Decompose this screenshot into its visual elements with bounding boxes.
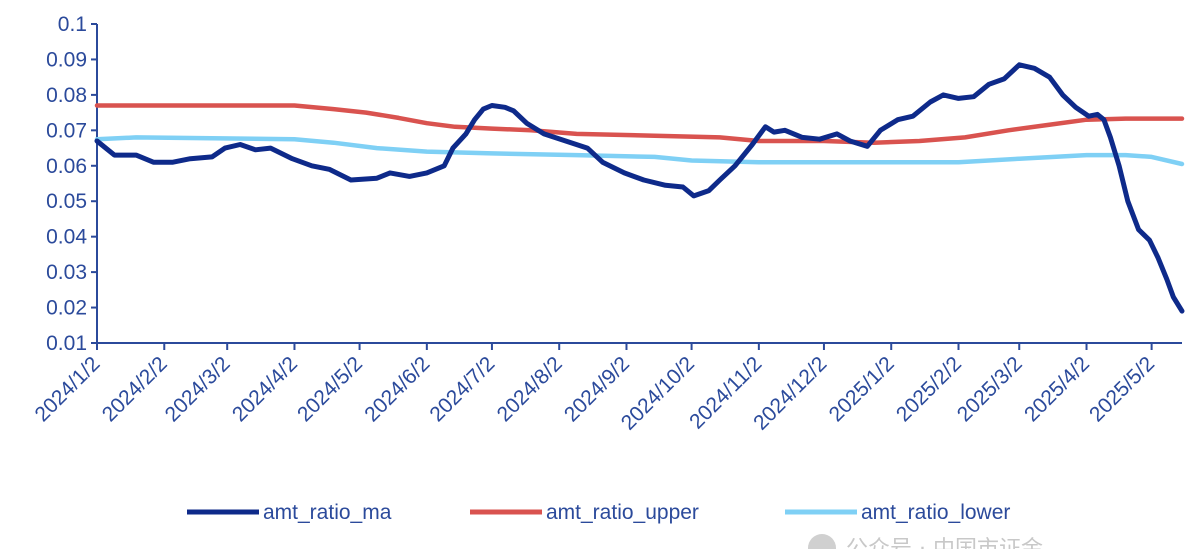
x-tick-label: 2025/4/2: [1020, 352, 1094, 426]
x-tick-label: 2025/2/2: [892, 352, 966, 426]
series-line-amt-ratio-upper: [94, 103, 1185, 145]
y-tick-label: 0.02: [46, 297, 87, 320]
y-axis: 0.01 0.02 0.03 0.04 0.05 0.06 0.07 0.08 0.09 0.1: [46, 13, 98, 355]
legend: amt_ratio_ma amt_ratio_upper amt_ratio_low…: [187, 501, 1010, 524]
y-tick-label: 0.06: [46, 155, 87, 178]
series-line-amt-ratio-ma: [94, 62, 1185, 314]
x-tick-label: 2025/5/2: [1085, 352, 1159, 426]
x-tick-label: 2024/2/2: [98, 352, 172, 426]
legend-label: amt_ratio_ma: [263, 501, 392, 524]
legend-item-amt-ratio-ma: amt_ratio_ma: [187, 501, 392, 524]
x-axis: 2024/1/22024/2/22024/3/22024/4/22024/5/2…: [30, 342, 1182, 435]
y-tick-label: 0.05: [46, 190, 87, 213]
y-tick-label: 0.09: [46, 48, 87, 71]
series-line-amt-ratio-lower: [94, 135, 1185, 167]
y-tick-label: 0.1: [58, 13, 87, 36]
x-tick-label: 2024/5/2: [293, 352, 367, 426]
legend-label: amt_ratio_upper: [546, 501, 699, 524]
y-tick-label: 0.08: [46, 84, 87, 107]
legend-item-amt-ratio-lower: amt_ratio_lower: [785, 501, 1010, 524]
x-tick-label: 2024/4/2: [228, 352, 302, 426]
x-tick-label: 2025/3/2: [953, 352, 1027, 426]
watermark-text: 公众号 · 中国市证金: [846, 537, 1043, 549]
legend-item-amt-ratio-upper: amt_ratio_upper: [470, 501, 699, 524]
y-tick-label: 0.01: [46, 332, 87, 355]
series-layer: [94, 62, 1185, 314]
x-tick-label: 2024/7/2: [425, 352, 499, 426]
watermark-logo-icon: [808, 534, 836, 549]
x-tick-label: 2025/1/2: [825, 352, 899, 426]
legend-label: amt_ratio_lower: [861, 501, 1010, 524]
y-tick-label: 0.03: [46, 261, 87, 284]
x-tick-label: 2024/8/2: [493, 352, 567, 426]
x-tick-label: 2024/3/2: [161, 352, 235, 426]
y-tick-label: 0.07: [46, 119, 87, 142]
y-tick-label: 0.04: [46, 226, 87, 249]
x-tick-label: 2024/1/2: [30, 352, 104, 426]
watermark: 公众号 · 中国市证金: [808, 534, 1043, 549]
x-tick-label: 2024/6/2: [360, 352, 434, 426]
